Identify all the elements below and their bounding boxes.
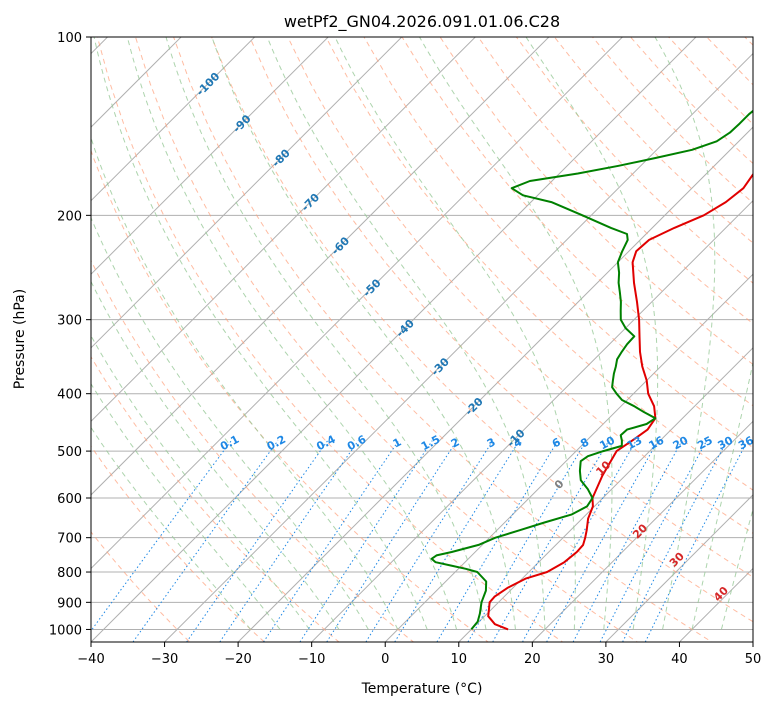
mixing-ratio-line (365, 440, 494, 642)
y-tick-label: 100 (57, 31, 82, 46)
moist-adiabat-line (691, 360, 753, 630)
dry-adiabat-line (173, 37, 713, 642)
y-tick-label: 300 (57, 314, 82, 329)
chart-title: wetPf2_GN04.2026.091.01.06.C28 (284, 12, 560, 32)
isotherm-line (384, 273, 753, 642)
isotherm-line (91, 37, 477, 423)
isotherm-line (531, 420, 753, 642)
mixing-ratio-line (546, 440, 659, 642)
y-tick-label: 900 (57, 596, 82, 611)
dry-adiabat-line (135, 37, 639, 642)
mixing-ratio-line (644, 440, 749, 642)
mixing-ratio-label: 20 (671, 434, 691, 453)
y-tick-label: 400 (57, 388, 82, 403)
x-tick-label: −10 (298, 652, 325, 667)
y-axis-title: Pressure (hPa) (12, 289, 28, 389)
isotherm-line (91, 37, 697, 642)
isotherm-line (91, 37, 403, 349)
isotherm-line (310, 199, 753, 642)
mixing-ratio-line (263, 440, 400, 642)
isotherm-line (91, 37, 182, 128)
moist-adiabat-line (525, 37, 659, 630)
mixing-ratio-line (326, 440, 458, 642)
mixing-ratio-label: 30 (716, 434, 736, 453)
x-tick-label: −40 (77, 652, 104, 667)
dry-adiabat-line (211, 37, 753, 623)
moist-adiabat-line (91, 216, 369, 630)
moist-adiabat-line (334, 37, 576, 630)
mixing-ratio-line (394, 440, 520, 642)
dewpoint-profile-line (430, 109, 753, 631)
dry-adiabat-line (91, 355, 340, 642)
mixing-ratio-label: 25 (695, 434, 715, 453)
dry-adiabat-line (91, 259, 415, 642)
x-tick-label: 40 (671, 652, 688, 667)
plot-frame (90, 36, 754, 643)
isotherm-line (163, 52, 753, 642)
moist-adiabat-line (91, 426, 252, 630)
x-tick-label: 20 (524, 652, 541, 667)
x-tick-label: 50 (745, 652, 762, 667)
x-tick-label: 0 (381, 652, 389, 667)
isotherm-line (91, 37, 550, 496)
dry-adiabat-line (325, 37, 753, 491)
moist-adiabat-line (419, 37, 613, 630)
mixing-ratio-label: 13 (625, 434, 645, 453)
moist-adiabat-line (126, 37, 458, 630)
axes: −40 −30 −20 −10 0 10 20 30 40 50 100 200 300 400 500 60… (49, 31, 761, 667)
x-tick-label: −30 (151, 652, 178, 667)
moist-adiabat-line (266, 37, 546, 630)
mixing-ratio-line (492, 440, 610, 642)
mixing-ratio-label: 10 (597, 434, 617, 453)
moist-adiabat-line (93, 37, 428, 630)
mixing-ratio-label: 16 (647, 434, 667, 453)
profile-layer (430, 109, 753, 631)
dry-adiabat-line (91, 149, 489, 642)
x-axis-title: Temperature (°C) (361, 681, 483, 697)
y-tick-label: 800 (57, 566, 82, 581)
x-tick-label: −20 (224, 652, 251, 667)
temperature-profile-line (487, 172, 753, 631)
mixing-ratio-line (219, 440, 359, 642)
moist-adiabat-line (165, 37, 487, 630)
mixing-ratio-line (91, 440, 232, 632)
isotherm-line (237, 126, 753, 642)
dry-adiabat-line (96, 37, 564, 642)
y-tick-label: 700 (57, 532, 82, 547)
dry-adiabat-line (249, 37, 753, 578)
mixing-ratio-line (132, 440, 279, 642)
moist-adiabat-line (91, 382, 281, 630)
x-tick-label: 10 (451, 652, 468, 667)
moist-adiabat-line (654, 37, 716, 630)
background-lines (91, 37, 753, 642)
y-tick-label: 1000 (49, 623, 82, 638)
moist-adiabat-line (91, 136, 399, 630)
mixing-ratio-line (299, 440, 433, 642)
dry-adiabat-line (287, 37, 753, 534)
mixing-ratio-line (467, 440, 587, 642)
mixing-ratio-line (186, 440, 329, 642)
mixing-ratio-line (572, 440, 683, 642)
isotherm-line (91, 37, 256, 202)
mixing-ratio-line (436, 440, 559, 642)
mixing-ratio-label: 36 (736, 434, 756, 453)
x-tick-label: 30 (598, 652, 615, 667)
isotherm-line (91, 37, 329, 275)
isotherm-line (458, 347, 753, 642)
y-tick-label: 600 (57, 492, 82, 507)
y-tick-label: 200 (57, 209, 82, 224)
dry-adiabat-line (439, 37, 753, 366)
isotherm-line (91, 37, 624, 570)
isotherm-line (605, 494, 753, 642)
y-tick-label: 500 (57, 445, 82, 460)
